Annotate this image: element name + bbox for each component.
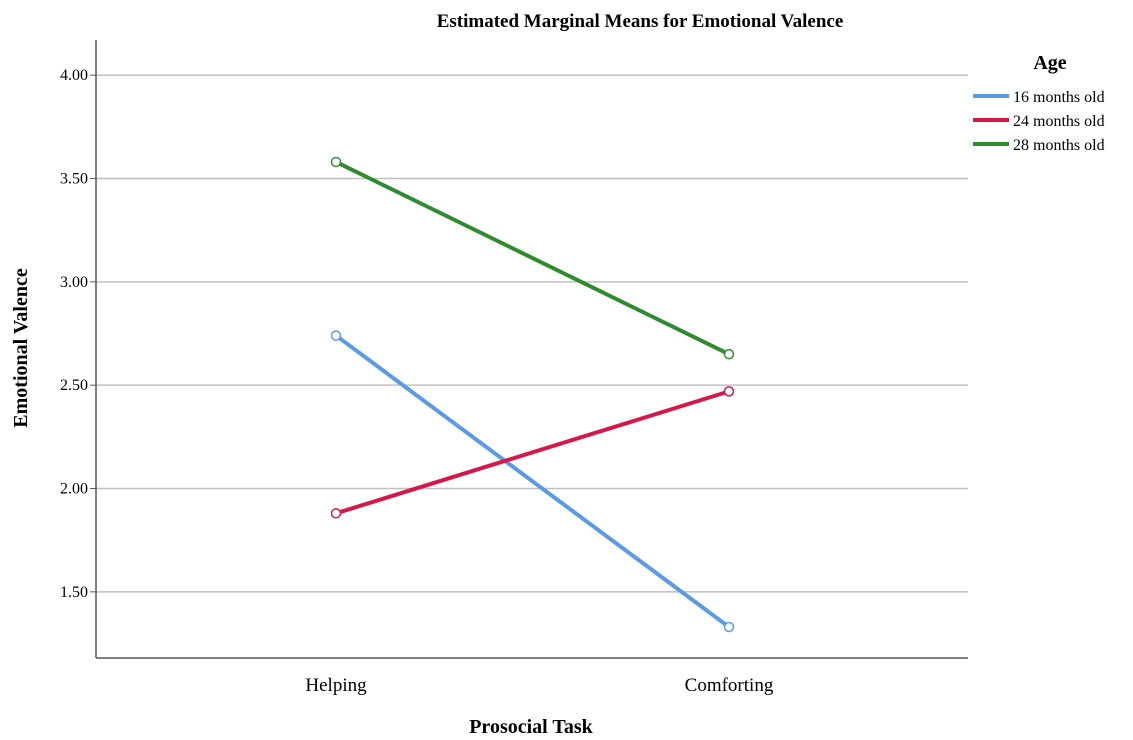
legend-label: 16 months old — [1013, 89, 1105, 106]
legend-label: 24 months old — [1013, 113, 1105, 130]
data-point — [723, 386, 735, 397]
y-tick-label: 3.00 — [60, 274, 88, 291]
x-tick-label: Helping — [305, 675, 367, 696]
y-tick-label: 3.50 — [60, 170, 88, 187]
series-line — [335, 389, 730, 516]
data-point — [723, 348, 735, 360]
legend: Age 16 months old 24 months old 28 months … — [973, 52, 1105, 154]
x-axis-ticks: Helping Comforting — [305, 675, 773, 696]
legend-label: 28 months old — [1013, 137, 1105, 154]
data-point — [723, 621, 735, 633]
series-line — [335, 160, 730, 356]
y-tick-label: 2.50 — [60, 377, 88, 394]
data-point — [330, 508, 342, 519]
grid-lines — [96, 74, 968, 593]
y-tick-label: 2.00 — [60, 481, 88, 498]
series-16-months-old — [330, 330, 735, 633]
series-28-months-old — [330, 156, 735, 360]
series-lines — [330, 156, 735, 633]
x-tick-label: Comforting — [685, 675, 774, 696]
y-axis-label: Emotional Valence — [10, 268, 32, 428]
series-24-months-old — [330, 386, 735, 519]
data-point — [330, 330, 342, 341]
axes — [95, 40, 968, 659]
chart-title: Estimated Marginal Means for Emotional V… — [437, 11, 844, 32]
data-point — [330, 156, 342, 168]
y-tick-label: 4.00 — [60, 67, 88, 84]
y-tick-label: 1.50 — [60, 584, 88, 601]
legend-title: Age — [1033, 52, 1066, 74]
y-axis-ticks: 1.50 2.00 2.50 3.00 3.50 4.00 — [60, 67, 96, 601]
x-axis-label: Prosocial Task — [469, 716, 593, 738]
series-line — [334, 333, 731, 629]
